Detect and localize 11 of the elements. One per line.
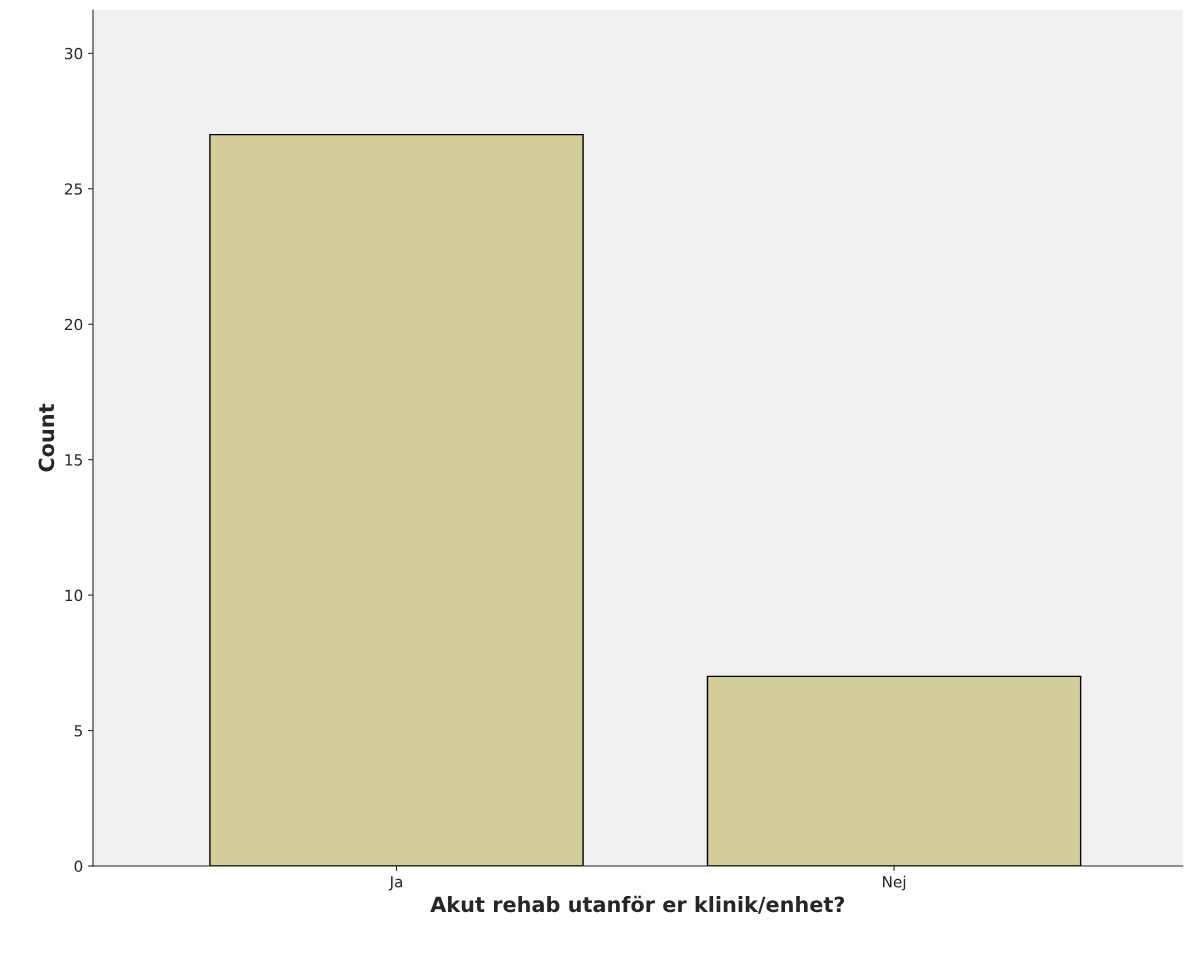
y-tick-label: 25 (64, 183, 82, 195)
y-tick-label: 20 (64, 318, 83, 331)
y-tick-label: 30 (65, 47, 83, 60)
y-axis-title: Count (38, 403, 55, 472)
x-tick-label: Ja (388, 876, 403, 891)
y-tick-label: 0 (74, 860, 83, 873)
x-tick-label: Nej (883, 875, 906, 891)
y-tick-label: 5 (74, 725, 82, 737)
x-axis-title: Akut rehab utanför er klinik/enhet? (430, 895, 845, 914)
y-tick-label: 15 (65, 454, 82, 466)
y-tick-label: 10 (65, 589, 83, 602)
